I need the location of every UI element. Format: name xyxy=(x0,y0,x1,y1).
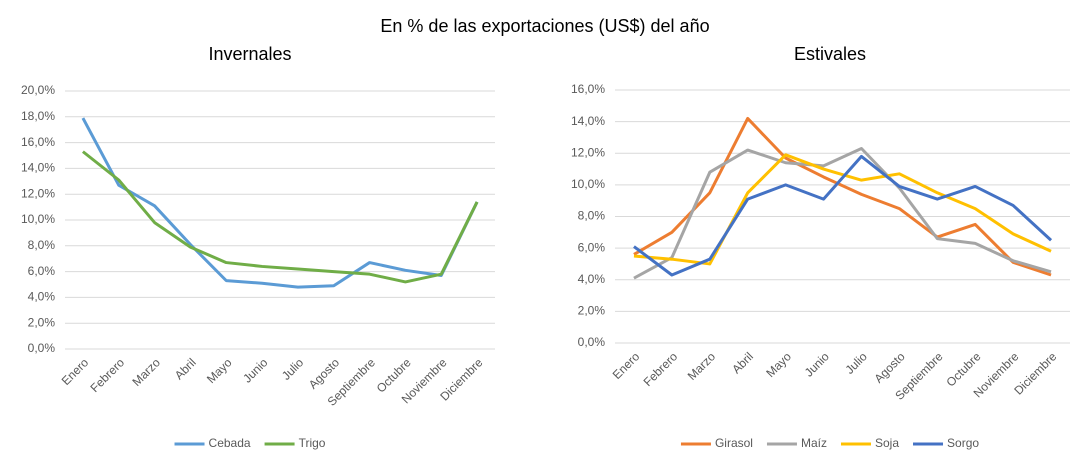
x-tick-label: Agosto xyxy=(871,349,908,386)
y-tick-label: 2,0% xyxy=(578,304,606,318)
x-tick-label: Enero xyxy=(610,349,643,382)
legend-label: Maíz xyxy=(801,436,827,450)
x-tick-label: Mayo xyxy=(763,349,794,380)
legend-label: Sorgo xyxy=(947,436,979,450)
x-tick-label: Junio xyxy=(240,355,270,385)
series-line xyxy=(81,117,479,289)
series-line xyxy=(633,147,1052,280)
legend: Girasol Maíz Soja Sorgo xyxy=(680,436,979,450)
y-tick-label: 0,0% xyxy=(28,341,56,355)
y-tick-label: 14,0% xyxy=(571,114,605,128)
x-tick-label: Febrero xyxy=(87,355,127,395)
x-tick-label: Enero xyxy=(59,355,92,388)
y-tick-label: 16,0% xyxy=(21,135,55,149)
x-tick-label: Mayo xyxy=(204,355,235,386)
y-tick-label: 4,0% xyxy=(578,272,606,286)
series-line xyxy=(81,150,479,284)
x-tick-label: Febrero xyxy=(641,349,681,389)
y-tick-label: 2,0% xyxy=(28,315,56,329)
y-tick-label: 0,0% xyxy=(578,335,606,349)
x-tick-label: Marzo xyxy=(129,355,163,389)
y-tick-label: 20,0% xyxy=(21,83,55,97)
y-tick-label: 4,0% xyxy=(28,290,56,304)
series-line xyxy=(633,153,1052,266)
x-tick-label: Marzo xyxy=(685,349,719,383)
series-line xyxy=(633,154,1053,277)
x-tick-label: Julio xyxy=(279,355,307,383)
y-tick-label: 12,0% xyxy=(571,145,605,159)
y-tick-label: 10,0% xyxy=(21,212,55,226)
legend-label: Cebada xyxy=(209,436,251,450)
legend-label: Girasol xyxy=(715,436,753,450)
x-tick-label: Junio xyxy=(802,349,832,379)
y-tick-label: 8,0% xyxy=(578,209,606,223)
y-tick-label: 6,0% xyxy=(28,264,56,278)
y-tick-label: 12,0% xyxy=(21,186,55,200)
y-tick-label: 18,0% xyxy=(21,109,55,123)
legend-label: Soja xyxy=(875,436,899,450)
y-tick-label: 10,0% xyxy=(571,177,605,191)
y-tick-label: 16,0% xyxy=(571,82,605,96)
chart-title: Invernales xyxy=(208,44,291,64)
legend: Cebada Trigo xyxy=(174,436,326,450)
series-line xyxy=(633,116,1052,277)
page-title: En % de las exportaciones (US$) del año xyxy=(380,16,709,36)
y-tick-label: 8,0% xyxy=(28,238,56,252)
x-tick-label: Julio xyxy=(842,349,870,377)
x-tick-label: Abril xyxy=(729,349,756,376)
y-tick-label: 14,0% xyxy=(21,161,55,175)
x-tick-label: Abril xyxy=(172,355,199,382)
chart-title: Estivales xyxy=(794,44,866,64)
legend-label: Trigo xyxy=(299,436,326,450)
y-tick-label: 6,0% xyxy=(578,240,606,254)
